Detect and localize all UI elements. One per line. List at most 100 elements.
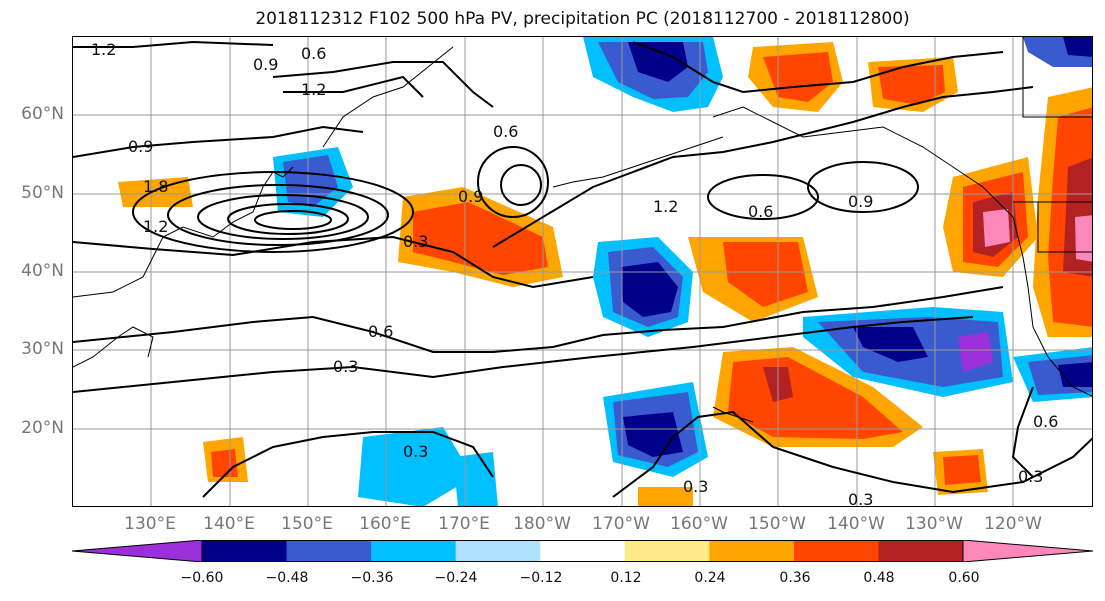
contour-1 [73, 40, 274, 48]
coast-asia-south [73, 326, 154, 368]
colorbar-outline [201, 540, 964, 562]
colorbar-segment [286, 540, 372, 562]
contour-10 [1011, 386, 1034, 478]
shade-blue-north-core [628, 42, 688, 82]
contour-3 [283, 75, 424, 98]
contour-ring-6 [477, 146, 549, 218]
figure-title: 2018112312 F102 500 hPa PV, precipitatio… [255, 9, 910, 29]
contour-6 [73, 286, 1004, 353]
contour-11 [202, 431, 494, 498]
contour-label-10: 0.3 [333, 357, 358, 376]
colorbar-tick-7: 0.24 [694, 570, 726, 586]
map-svg: 1.2 0.9 0.6 1.2 0.3 1.8 1.2 0.9 0.6 0.3 … [73, 37, 1092, 507]
lon-label-150w: 150°W [748, 514, 806, 534]
contour-9 [612, 410, 1092, 498]
contour-ring-7 [500, 164, 542, 206]
shade-red-s2 [943, 455, 981, 485]
contour-ring-8 [707, 174, 819, 220]
shade-red-jp [211, 449, 238, 477]
shade-blue-30n-core [853, 327, 928, 362]
contour-2 [272, 61, 494, 108]
shade-red-ne [763, 52, 833, 102]
contour-label-13: 0.9 [458, 187, 483, 206]
contour-12 [632, 41, 1004, 94]
colorbar-tick-8: 0.36 [779, 570, 811, 586]
contour-label-6: 1.8 [143, 177, 168, 196]
contour-label-19: 0.6 [1033, 412, 1058, 431]
colorbar-segment [455, 540, 541, 562]
contour-label-9: 0.6 [368, 322, 393, 341]
colorbar-segment [709, 540, 795, 562]
shade-purple-30n [958, 332, 993, 372]
colorbar-segment [624, 540, 710, 562]
colorbar-tick-3: −0.36 [350, 570, 394, 586]
lon-label-130w: 130°W [905, 514, 963, 534]
lon-label-170e: 170°E [438, 514, 490, 534]
contour-label-20: 0.3 [1018, 467, 1043, 486]
graticule [73, 37, 1092, 506]
shade-pink-east [1075, 215, 1092, 262]
colorbar-segment [540, 540, 626, 562]
shade-red-ne2 [878, 65, 945, 105]
coast-na-west [1012, 216, 1092, 397]
colorbar-tick-4: −0.24 [434, 570, 478, 586]
contour-label-5: 0.3 [403, 232, 428, 251]
contour-label-1: 1.2 [91, 40, 116, 59]
lon-label-120w: 120°W [984, 514, 1042, 534]
shade-blue-corner-core [1063, 37, 1092, 57]
shade-orange-s1 [638, 487, 693, 506]
lon-label-180w: 180°W [513, 514, 571, 534]
contour-ring-9 [807, 161, 919, 213]
shade-cyan-sw [358, 427, 473, 506]
border-states [1037, 202, 1092, 253]
colorbar-tick-2: −0.48 [265, 570, 309, 586]
contour-label-15: 0.9 [848, 192, 873, 211]
lon-label-130e: 130°E [124, 514, 176, 534]
lon-label-160w: 160°W [670, 514, 728, 534]
colorbar [72, 540, 1093, 562]
colorbar-tick-10: 0.60 [948, 570, 980, 586]
contour-label-7: 1.2 [143, 217, 168, 236]
lat-label-60n: 60°N [21, 104, 64, 124]
coast-hawaii [712, 406, 754, 423]
shade-red-40n [723, 242, 808, 307]
lat-label-20n: 20°N [21, 418, 64, 438]
lat-label-50n: 50°N [21, 183, 64, 203]
coastlines [73, 37, 1092, 423]
colorbar-svg [72, 540, 1093, 562]
border-canada [1022, 37, 1092, 118]
shade-blue-se-core [1058, 362, 1092, 387]
colorbar-segment [793, 540, 879, 562]
contour-ring-5 [254, 210, 332, 230]
lon-label-160e: 160°E [359, 514, 411, 534]
colorbar-tick-6: 0.12 [610, 570, 642, 586]
colorbar-tick-1: −0.60 [180, 570, 224, 586]
contour-label-14: 0.6 [748, 202, 773, 221]
shade-blue-sw [453, 452, 498, 506]
contour-label-4: 1.2 [301, 80, 326, 99]
coast-alaska [712, 106, 1014, 218]
contour-labels: 1.2 0.9 0.6 1.2 0.3 1.8 1.2 0.9 0.6 0.3 … [91, 40, 1058, 507]
colorbar-extend-low [72, 540, 203, 562]
shade-blue-40n-core [621, 262, 678, 317]
colorbar-extend-high [962, 540, 1093, 562]
colorbar-segment [202, 540, 288, 562]
shade-pink-coast [983, 209, 1010, 247]
contour-label-18: 0.3 [848, 490, 873, 507]
contour-label-17: 0.3 [683, 477, 708, 496]
colorbar-segment [371, 540, 457, 562]
lat-label-40n: 40°N [21, 261, 64, 281]
contour-4 [73, 125, 364, 158]
contour-label-11: 0.6 [493, 122, 518, 141]
lon-label-140w: 140°W [827, 514, 885, 534]
contour-7 [73, 316, 974, 393]
lon-label-150e: 150°E [281, 514, 333, 534]
contour-label-8: 0.9 [128, 137, 153, 156]
lon-label-170w: 170°W [592, 514, 650, 534]
coast-aleutians [552, 136, 724, 188]
colorbar-tick-9: 0.48 [863, 570, 895, 586]
contour-label-16: 0.3 [403, 442, 428, 461]
map-plot: 1.2 0.9 0.6 1.2 0.3 1.8 1.2 0.9 0.6 0.3 … [72, 36, 1093, 507]
coast-kamchatka [322, 46, 454, 148]
